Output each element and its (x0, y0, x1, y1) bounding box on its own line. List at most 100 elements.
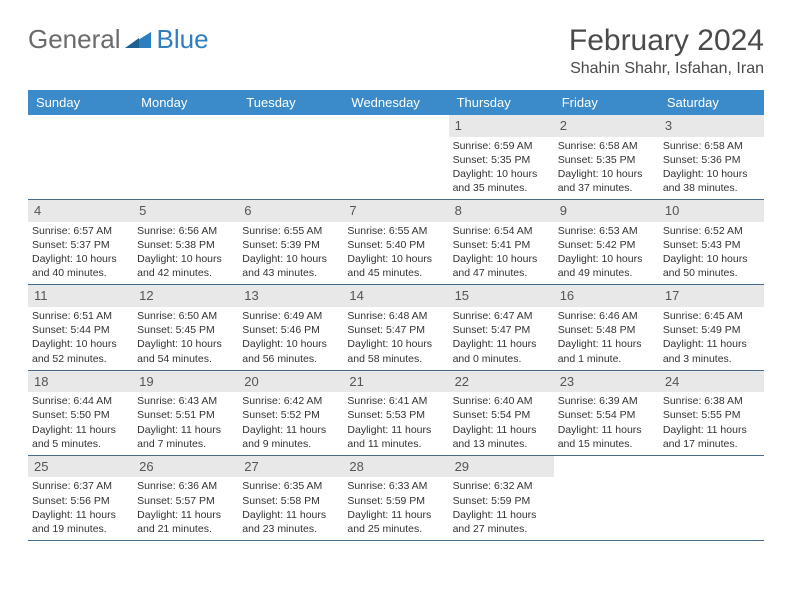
day-header: Wednesday (343, 90, 448, 115)
cell-body: Sunrise: 6:50 AMSunset: 5:45 PMDaylight:… (133, 307, 238, 370)
calendar-cell: 29Sunrise: 6:32 AMSunset: 5:59 PMDayligh… (449, 456, 554, 540)
day-number: 9 (554, 200, 659, 222)
cell-body: Sunrise: 6:51 AMSunset: 5:44 PMDaylight:… (28, 307, 133, 370)
cell-body: Sunrise: 6:48 AMSunset: 5:47 PMDaylight:… (343, 307, 448, 370)
calendar-cell: 15Sunrise: 6:47 AMSunset: 5:47 PMDayligh… (449, 285, 554, 369)
cell-body: Sunrise: 6:47 AMSunset: 5:47 PMDaylight:… (449, 307, 554, 370)
sunset-text: Sunset: 5:53 PM (347, 408, 444, 422)
calendar-cell: 11Sunrise: 6:51 AMSunset: 5:44 PMDayligh… (28, 285, 133, 369)
calendar-cell: 20Sunrise: 6:42 AMSunset: 5:52 PMDayligh… (238, 371, 343, 455)
day-number: 8 (449, 200, 554, 222)
cell-body: Sunrise: 6:41 AMSunset: 5:53 PMDaylight:… (343, 392, 448, 455)
daylight-text: Daylight: 11 hours and 11 minutes. (347, 423, 444, 451)
cell-body: Sunrise: 6:35 AMSunset: 5:58 PMDaylight:… (238, 477, 343, 540)
sunrise-text: Sunrise: 6:46 AM (558, 309, 655, 323)
sunset-text: Sunset: 5:47 PM (347, 323, 444, 337)
cell-body: Sunrise: 6:43 AMSunset: 5:51 PMDaylight:… (133, 392, 238, 455)
sunset-text: Sunset: 5:35 PM (453, 153, 550, 167)
week-row: 4Sunrise: 6:57 AMSunset: 5:37 PMDaylight… (28, 200, 764, 285)
day-number: 23 (554, 371, 659, 393)
day-number: 22 (449, 371, 554, 393)
sunrise-text: Sunrise: 6:36 AM (137, 479, 234, 493)
daylight-text: Daylight: 10 hours and 43 minutes. (242, 252, 339, 280)
daylight-text: Daylight: 10 hours and 52 minutes. (32, 337, 129, 365)
cell-body: Sunrise: 6:42 AMSunset: 5:52 PMDaylight:… (238, 392, 343, 455)
calendar-cell: 22Sunrise: 6:40 AMSunset: 5:54 PMDayligh… (449, 371, 554, 455)
cell-body: Sunrise: 6:37 AMSunset: 5:56 PMDaylight:… (28, 477, 133, 540)
sunrise-text: Sunrise: 6:49 AM (242, 309, 339, 323)
sunset-text: Sunset: 5:39 PM (242, 238, 339, 252)
weeks-container: ....1Sunrise: 6:59 AMSunset: 5:35 PMDayl… (28, 115, 764, 541)
calendar-cell: 21Sunrise: 6:41 AMSunset: 5:53 PMDayligh… (343, 371, 448, 455)
cell-body: Sunrise: 6:36 AMSunset: 5:57 PMDaylight:… (133, 477, 238, 540)
logo-text-general: General (28, 24, 121, 55)
cell-body: Sunrise: 6:55 AMSunset: 5:39 PMDaylight:… (238, 222, 343, 285)
day-header: Friday (554, 90, 659, 115)
cell-body: Sunrise: 6:33 AMSunset: 5:59 PMDaylight:… (343, 477, 448, 540)
day-header: Saturday (659, 90, 764, 115)
daylight-text: Daylight: 11 hours and 9 minutes. (242, 423, 339, 451)
daylight-text: Daylight: 11 hours and 7 minutes. (137, 423, 234, 451)
daylight-text: Daylight: 11 hours and 19 minutes. (32, 508, 129, 536)
daylight-text: Daylight: 10 hours and 50 minutes. (663, 252, 760, 280)
calendar-cell: 4Sunrise: 6:57 AMSunset: 5:37 PMDaylight… (28, 200, 133, 284)
daylight-text: Daylight: 10 hours and 45 minutes. (347, 252, 444, 280)
sunset-text: Sunset: 5:50 PM (32, 408, 129, 422)
day-number: 3 (659, 115, 764, 137)
daylight-text: Daylight: 11 hours and 3 minutes. (663, 337, 760, 365)
day-number: 25 (28, 456, 133, 478)
calendar-cell: 5Sunrise: 6:56 AMSunset: 5:38 PMDaylight… (133, 200, 238, 284)
day-number: 12 (133, 285, 238, 307)
cell-body: Sunrise: 6:59 AMSunset: 5:35 PMDaylight:… (449, 137, 554, 200)
day-number: 2 (554, 115, 659, 137)
sunset-text: Sunset: 5:46 PM (242, 323, 339, 337)
daylight-text: Daylight: 10 hours and 37 minutes. (558, 167, 655, 195)
day-number: 29 (449, 456, 554, 478)
sunrise-text: Sunrise: 6:35 AM (242, 479, 339, 493)
cell-body: Sunrise: 6:53 AMSunset: 5:42 PMDaylight:… (554, 222, 659, 285)
day-number: 28 (343, 456, 448, 478)
sunrise-text: Sunrise: 6:55 AM (242, 224, 339, 238)
sunset-text: Sunset: 5:51 PM (137, 408, 234, 422)
calendar-cell: 23Sunrise: 6:39 AMSunset: 5:54 PMDayligh… (554, 371, 659, 455)
sunrise-text: Sunrise: 6:39 AM (558, 394, 655, 408)
calendar-cell: 8Sunrise: 6:54 AMSunset: 5:41 PMDaylight… (449, 200, 554, 284)
sunrise-text: Sunrise: 6:56 AM (137, 224, 234, 238)
location: Shahin Shahr, Isfahan, Iran (569, 60, 764, 78)
sunrise-text: Sunrise: 6:33 AM (347, 479, 444, 493)
calendar-cell: 13Sunrise: 6:49 AMSunset: 5:46 PMDayligh… (238, 285, 343, 369)
calendar-cell: 19Sunrise: 6:43 AMSunset: 5:51 PMDayligh… (133, 371, 238, 455)
calendar-cell: 25Sunrise: 6:37 AMSunset: 5:56 PMDayligh… (28, 456, 133, 540)
sunset-text: Sunset: 5:44 PM (32, 323, 129, 337)
day-number: 14 (343, 285, 448, 307)
sunrise-text: Sunrise: 6:58 AM (663, 139, 760, 153)
sunset-text: Sunset: 5:48 PM (558, 323, 655, 337)
daylight-text: Daylight: 11 hours and 5 minutes. (32, 423, 129, 451)
cell-body: Sunrise: 6:57 AMSunset: 5:37 PMDaylight:… (28, 222, 133, 285)
cell-body: Sunrise: 6:58 AMSunset: 5:35 PMDaylight:… (554, 137, 659, 200)
calendar-cell: 14Sunrise: 6:48 AMSunset: 5:47 PMDayligh… (343, 285, 448, 369)
calendar-cell: 17Sunrise: 6:45 AMSunset: 5:49 PMDayligh… (659, 285, 764, 369)
calendar-cell: 24Sunrise: 6:38 AMSunset: 5:55 PMDayligh… (659, 371, 764, 455)
calendar-cell: 6Sunrise: 6:55 AMSunset: 5:39 PMDaylight… (238, 200, 343, 284)
day-header: Thursday (449, 90, 554, 115)
day-number: 16 (554, 285, 659, 307)
daylight-text: Daylight: 10 hours and 49 minutes. (558, 252, 655, 280)
calendar-cell: 9Sunrise: 6:53 AMSunset: 5:42 PMDaylight… (554, 200, 659, 284)
daylight-text: Daylight: 11 hours and 21 minutes. (137, 508, 234, 536)
sunset-text: Sunset: 5:40 PM (347, 238, 444, 252)
day-number: 1 (449, 115, 554, 137)
cell-body: Sunrise: 6:44 AMSunset: 5:50 PMDaylight:… (28, 392, 133, 455)
day-header: Monday (133, 90, 238, 115)
sunrise-text: Sunrise: 6:54 AM (453, 224, 550, 238)
sunrise-text: Sunrise: 6:45 AM (663, 309, 760, 323)
sunrise-text: Sunrise: 6:53 AM (558, 224, 655, 238)
daylight-text: Daylight: 11 hours and 27 minutes. (453, 508, 550, 536)
sunrise-text: Sunrise: 6:43 AM (137, 394, 234, 408)
sunset-text: Sunset: 5:52 PM (242, 408, 339, 422)
sunrise-text: Sunrise: 6:44 AM (32, 394, 129, 408)
calendar-cell: 27Sunrise: 6:35 AMSunset: 5:58 PMDayligh… (238, 456, 343, 540)
title-block: February 2024 Shahin Shahr, Isfahan, Ira… (569, 24, 764, 78)
daylight-text: Daylight: 11 hours and 23 minutes. (242, 508, 339, 536)
sunrise-text: Sunrise: 6:50 AM (137, 309, 234, 323)
